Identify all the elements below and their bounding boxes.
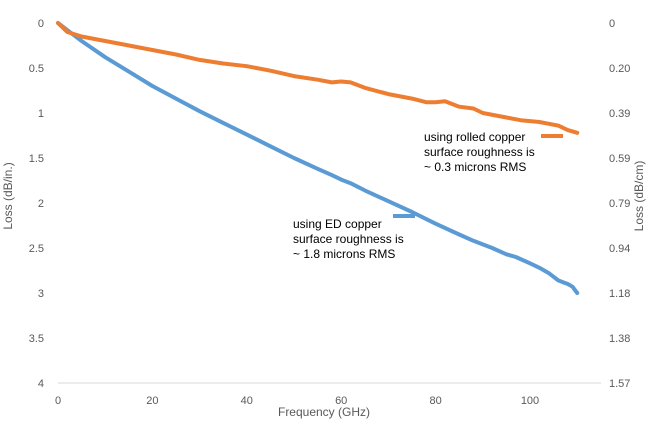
y-tick-label-right: 0.59 xyxy=(609,153,630,165)
x-tick-label: 100 xyxy=(521,395,539,407)
x-axis-title: Frequency (GHz) xyxy=(278,405,370,419)
x-tick-label: 20 xyxy=(146,395,158,407)
annotation-rolled-copper-line-1: using rolled copper xyxy=(424,130,525,144)
y-axis-title-right: Loss (dB/cm) xyxy=(632,161,646,232)
annotation-ed-copper-line-1: using ED copper xyxy=(293,217,382,231)
series-line-rolled-copper xyxy=(56,21,580,135)
annotation-rolled-copper-line-3: ~ 0.3 microns RMS xyxy=(424,160,526,174)
y-tick-label-left: 0.5 xyxy=(29,63,44,75)
y-tick-label-left: 2.5 xyxy=(29,243,44,255)
series-line-ed-copper xyxy=(56,21,580,295)
annotation-rolled-copper-line-2: surface roughness is xyxy=(424,145,535,159)
y-tick-label-right: 1.57 xyxy=(609,378,630,390)
annotation-ed-copper-line-2: surface roughness is xyxy=(293,232,404,246)
y-tick-label-right: 1.18 xyxy=(609,288,630,300)
x-tick-label: 0 xyxy=(55,395,61,407)
y-tick-label-left: 0 xyxy=(38,18,44,30)
y-tick-label-right: 1.38 xyxy=(609,333,630,345)
y-tick-label-left: 4 xyxy=(38,378,44,390)
y-tick-label-right: 0.20 xyxy=(609,63,630,75)
x-tick-label: 40 xyxy=(241,395,253,407)
y-tick-label-right: 0.94 xyxy=(609,243,630,255)
y-axis-title-left: Loss (dB/in.) xyxy=(1,162,15,229)
y-tick-label-left: 2 xyxy=(38,198,44,210)
x-tick-label: 60 xyxy=(335,395,347,407)
x-tick-label: 80 xyxy=(429,395,441,407)
plot-area xyxy=(56,21,580,295)
y-tick-label-left: 3 xyxy=(38,288,44,300)
axes: 0 20 40 60 80 100 0 0 0.5 0.20 1 0.39 1.5 0.59 2 0.79 2.… xyxy=(29,18,631,407)
annotation-ed-copper-line-3: ~ 1.8 microns RMS xyxy=(293,247,395,261)
y-tick-label-right: 0.39 xyxy=(609,108,630,120)
y-tick-label-left: 1 xyxy=(38,108,44,120)
y-tick-label-right: 0 xyxy=(609,18,615,30)
y-tick-label-right: 0.79 xyxy=(609,198,630,210)
y-tick-label-left: 3.5 xyxy=(29,333,44,345)
y-tick-label-left: 1.5 xyxy=(29,153,44,165)
